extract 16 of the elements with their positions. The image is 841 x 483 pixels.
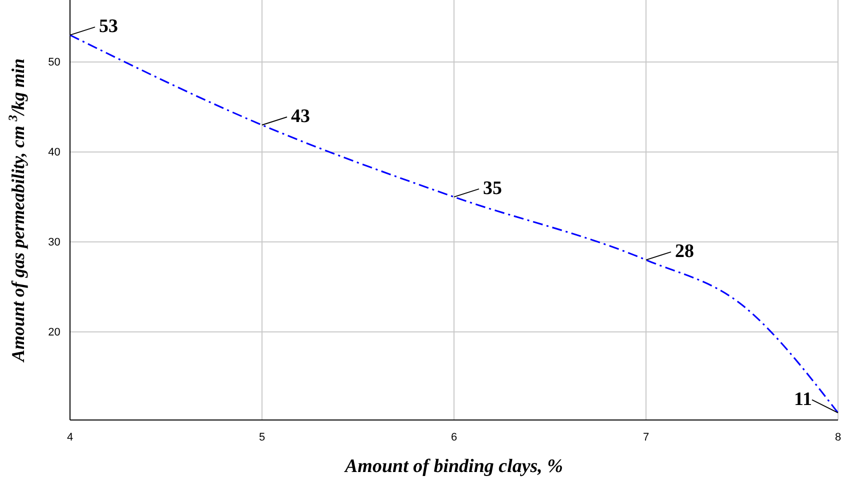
text: 11 — [794, 388, 812, 410]
text: 43 — [291, 106, 310, 128]
y-tick-label: 40 — [48, 146, 60, 159]
text: 28 — [675, 240, 694, 262]
x-tick-label: 8 — [834, 432, 841, 444]
line-series — [69, 34, 839, 414]
y-tick-label: 50 — [48, 56, 60, 69]
x-tick-label: 4 — [66, 432, 74, 444]
y-tick-label: 30 — [48, 236, 60, 248]
y-tick-label: 20 — [48, 326, 60, 338]
x-tick-label: 5 — [258, 432, 266, 444]
x-tick-label: 6 — [450, 432, 458, 444]
text: 35 — [483, 178, 502, 199]
x-axis-title: Amount of binding clays, % — [344, 456, 563, 477]
text: 53 — [99, 16, 118, 38]
x-tick-label: 7 — [642, 432, 650, 444]
